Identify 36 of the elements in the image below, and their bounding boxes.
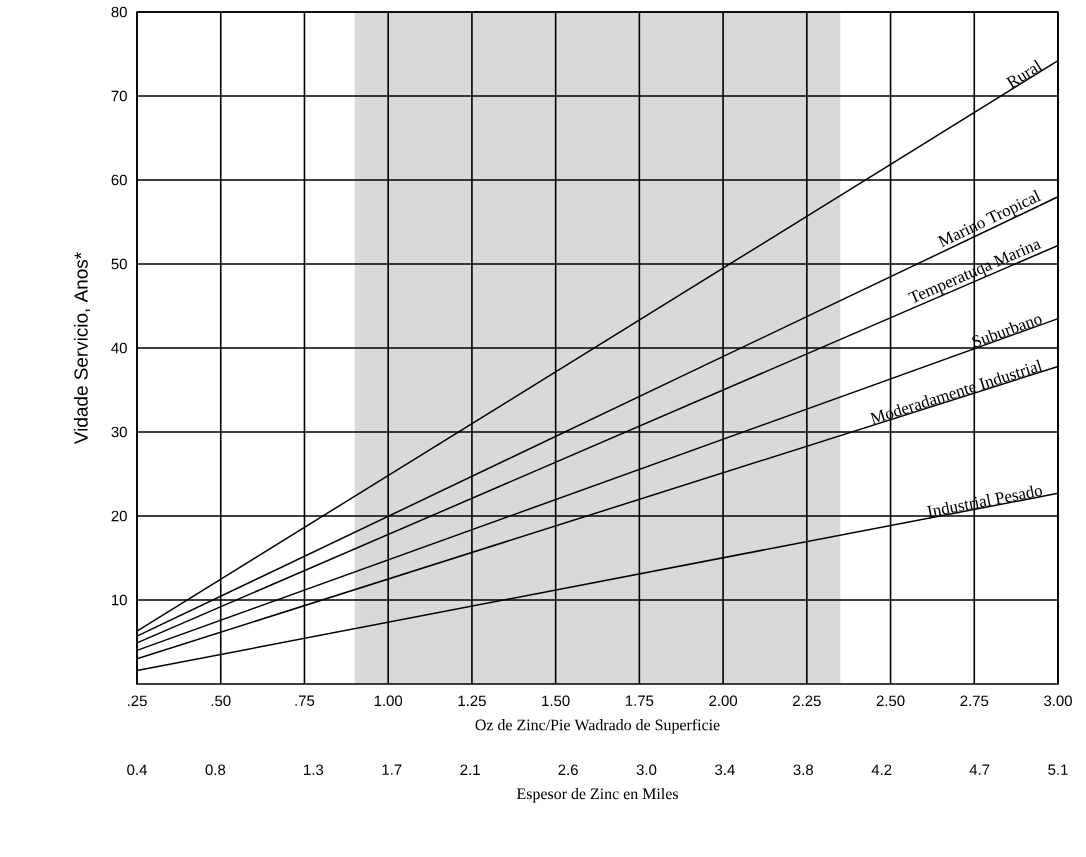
y-tick-label: 20	[111, 510, 127, 522]
x2-tick-label: 1.3	[304, 764, 324, 776]
x2-axis-title: Espesor de Zinc en Miles	[516, 787, 678, 803]
y-tick-label: 70	[111, 90, 127, 102]
x2-tick-label: 3.4	[715, 764, 735, 776]
text: Industrial Pesado	[926, 485, 1043, 518]
x2-tick-label: 3.8	[793, 764, 813, 776]
x2-tick-label: 1.7	[382, 764, 402, 775]
x-tick-label: 2.50	[876, 695, 905, 707]
x-tick-label: .75	[295, 695, 315, 706]
y-tick-label: 50	[111, 258, 127, 270]
y-axis-title: Vidade Servicio, Anos*	[73, 252, 91, 445]
y-tick-label: 10	[112, 594, 127, 606]
x-tick-label: .25	[127, 695, 147, 707]
x-tick-label: 1.25	[458, 695, 486, 707]
x-tick-label: 1.00	[374, 695, 403, 707]
x2-tick-label: 0.8	[205, 764, 226, 776]
x-tick-label: .50	[211, 695, 231, 707]
x-tick-label: 2.00	[709, 695, 738, 707]
x-tick-label: 1.75	[625, 695, 654, 706]
y-tick-label: 80	[111, 6, 127, 18]
x-tick-label: 1.50	[542, 695, 570, 707]
x2-tick-label: 2.6	[558, 764, 578, 776]
x2-tick-label: 0.4	[127, 764, 147, 776]
x2-tick-label: 3.0	[636, 764, 657, 776]
y-tick-label: 40	[111, 342, 127, 354]
x2-tick-label: 5.1	[1048, 764, 1068, 775]
y-tick-label: 30	[111, 426, 127, 438]
x-tick-label: 2.25	[793, 695, 821, 707]
x2-tick-label: 4.2	[871, 764, 892, 775]
x-tick-label: 3.00	[1044, 695, 1072, 707]
x-axis-title: Oz de Zinc/Pie Wadrado de Superficie	[475, 718, 720, 734]
y-tick-label: 60	[111, 174, 127, 186]
x-tick-label: 2.75	[960, 695, 989, 707]
x2-tick-label: 2.1	[460, 764, 480, 775]
x2-tick-label: 4.7	[969, 764, 990, 775]
